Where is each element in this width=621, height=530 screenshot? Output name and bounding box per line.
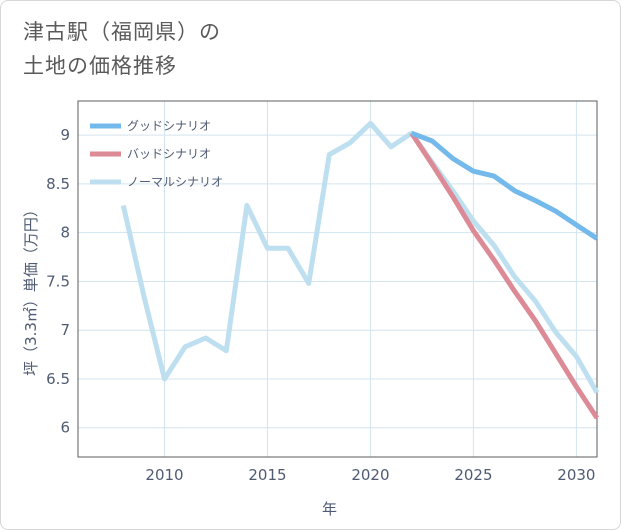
y-tick-label: 6.5 [46,370,70,388]
x-tick-label: 2025 [454,466,492,484]
x-tick-label: 2020 [351,466,389,484]
series-line-1 [409,131,600,420]
y-axis-label: 坪（3.3㎡）単価（万円） [22,202,40,376]
y-tick-label: 9 [60,126,70,144]
x-axis-label: 年 [322,500,337,518]
series-line-0 [410,130,599,241]
chart-title: 津古駅（福岡県）の 土地の価格推移 [23,15,221,83]
legend-label-1: バッドシナリオ [127,147,211,161]
x-tick-label: 2030 [557,466,595,484]
legend-label-2: ノーマルシナリオ [127,175,223,189]
y-tick-label: 8.5 [46,175,70,193]
x-tick-label: 2015 [248,466,286,484]
y-tick-label: 7.5 [46,272,70,290]
y-tick-label: 7 [60,321,70,339]
plot-frame [77,100,598,458]
y-tick-label: 6 [60,419,70,437]
series-line-2 [120,120,600,394]
legend-label-0: グッドシナリオ [127,119,211,133]
chart-title-line2: 土地の価格推移 [23,54,177,78]
y-tick-label: 8 [60,224,70,242]
x-tick-label: 2010 [145,466,183,484]
chart-title-line1: 津古駅（福岡県）の [23,20,221,44]
